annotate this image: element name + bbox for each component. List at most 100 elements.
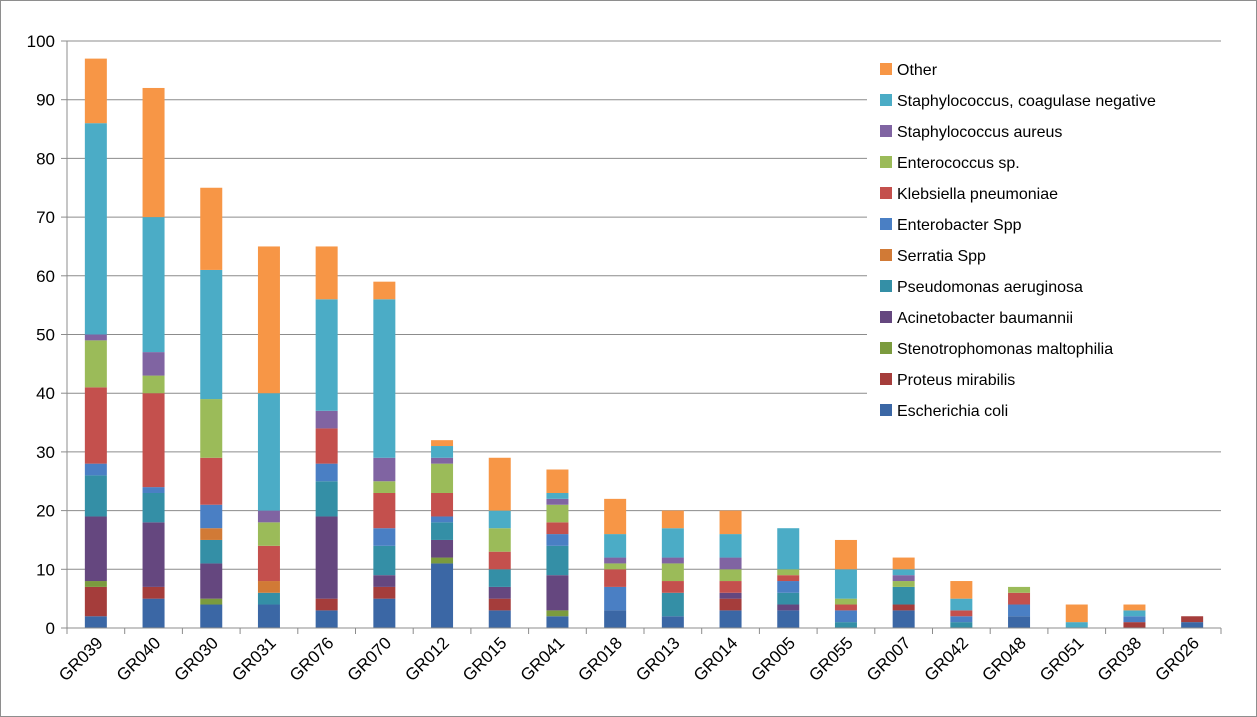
bar-segment: [257, 246, 280, 394]
bar-segment: [777, 575, 800, 582]
bar-segment: [488, 457, 511, 511]
x-tick-label: GR013: [632, 633, 684, 685]
x-tick-label: GR039: [55, 633, 107, 685]
bar-segment: [950, 581, 973, 599]
bar-segment: [546, 504, 569, 523]
legend-label: Staphylococcus, coagulase negative: [897, 93, 1156, 110]
legend-label: Pseudomonas aeruginosa: [897, 279, 1083, 296]
bar-segment: [1123, 622, 1146, 628]
legend-swatch: [880, 311, 892, 323]
bar-segment: [604, 498, 627, 535]
bar-segment: [777, 528, 800, 570]
y-tick-label: 90: [36, 91, 55, 110]
bar-segment: [546, 610, 569, 617]
bar-segment: [142, 393, 165, 488]
bar-segment: [200, 457, 223, 505]
bar-segment: [84, 463, 107, 476]
y-axis-tick-labels: 0 10 20 30 40 50 60 70 80 90 100: [27, 32, 67, 638]
x-tick-label: GR055: [805, 633, 857, 685]
bar-segment: [1008, 616, 1031, 628]
bar-segment: [84, 616, 107, 628]
legend-swatch: [880, 404, 892, 416]
bar-segment: [200, 269, 223, 400]
bar-segment: [84, 123, 107, 335]
bar-segment: [488, 569, 511, 587]
bar-segment: [950, 610, 973, 617]
y-tick-label: 0: [46, 619, 55, 638]
bar-segment: [1181, 616, 1204, 623]
x-tick-label: GR012: [401, 633, 453, 685]
y-tick-label: 80: [36, 149, 55, 168]
bar-segment: [834, 622, 857, 628]
bar-segment: [200, 563, 223, 599]
bar-segment: [719, 557, 742, 570]
bar-segment: [777, 592, 800, 605]
bar-segment: [488, 510, 511, 529]
bar-segment: [373, 598, 396, 628]
legend-swatch: [880, 218, 892, 230]
legend-label: Enterobacter Spp: [897, 217, 1022, 234]
legend-swatch: [880, 125, 892, 137]
x-tick-label: GR038: [1094, 633, 1146, 685]
legend-swatch: [880, 342, 892, 354]
bar-segment: [1065, 604, 1088, 623]
bar-segment: [892, 604, 915, 611]
x-tick-label: GR042: [921, 633, 973, 685]
bar-segment: [834, 610, 857, 623]
bar-segment: [661, 592, 684, 617]
bar-segment: [661, 510, 684, 529]
bar-segment: [431, 463, 454, 493]
bar-segment: [315, 246, 338, 300]
legend-label: Serratia Spp: [897, 248, 986, 265]
x-tick-label: GR048: [978, 633, 1030, 685]
legend-label: Escherichia coli: [897, 403, 1008, 420]
bar-segment: [315, 481, 338, 517]
bar-segment: [373, 457, 396, 482]
bar-segment: [661, 557, 684, 564]
x-tick-label: GR005: [748, 633, 800, 685]
bar-segment: [200, 598, 223, 605]
legend-label: Acinetobacter baumannii: [897, 310, 1073, 327]
bar-segment: [200, 187, 223, 270]
bar-segment: [84, 475, 107, 517]
bar-segment: [373, 545, 396, 576]
bar-segment: [950, 616, 973, 623]
bar-segment: [431, 446, 454, 458]
bar-segment: [488, 551, 511, 570]
bar-segment: [892, 557, 915, 570]
bar-segment: [84, 516, 107, 582]
x-tick-label: GR007: [863, 633, 915, 685]
bar-segment: [142, 375, 165, 394]
bar-segment: [892, 569, 915, 576]
bar-segment: [834, 604, 857, 611]
bar-segment: [315, 516, 338, 599]
bar-segment: [257, 604, 280, 628]
bar-segment: [661, 528, 684, 558]
bar-segment: [431, 457, 454, 464]
bar-segment: [834, 598, 857, 605]
legend-label: Staphylococcus aureus: [897, 124, 1062, 141]
bar-segment: [315, 299, 338, 411]
x-tick-label: GR015: [459, 633, 511, 685]
bar-segment: [719, 610, 742, 628]
x-tick-label: GR051: [1036, 633, 1088, 685]
bar-segment: [431, 440, 454, 447]
bar-segment: [315, 598, 338, 611]
y-tick-label: 20: [36, 502, 55, 521]
bar-segment: [315, 428, 338, 464]
bar-segment: [257, 545, 280, 582]
bar-segment: [373, 492, 396, 529]
bar-segment: [373, 575, 396, 587]
legend-label: Klebsiella pneumoniae: [897, 186, 1058, 203]
bar-segment: [84, 586, 107, 617]
bar-segment: [834, 539, 857, 570]
bar-segment: [604, 610, 627, 628]
bar-segment: [892, 575, 915, 582]
bar-segment: [142, 492, 165, 523]
bar-segment: [200, 399, 223, 458]
y-tick-label: 50: [36, 326, 55, 345]
bar-segment: [200, 539, 223, 564]
bar-segment: [546, 575, 569, 611]
bar-segment: [719, 598, 742, 611]
